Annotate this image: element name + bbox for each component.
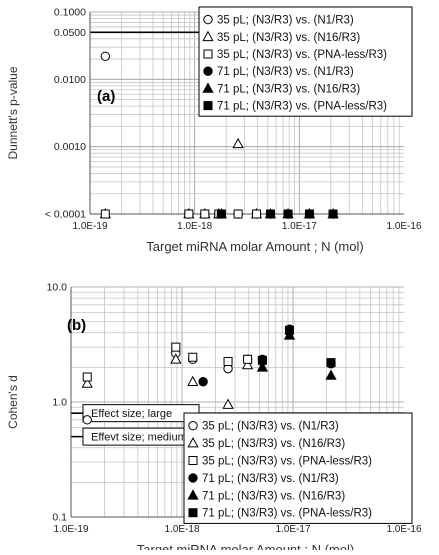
legend-label: 35 pL; (N3/R3) vs. (N1/R3) bbox=[217, 15, 354, 27]
legend: 35 pL; (N3/R3) vs. (N1/R3) 35 pL; (N3/R3)… bbox=[183, 412, 413, 524]
data-point bbox=[81, 377, 93, 388]
data-point bbox=[326, 358, 336, 368]
legend-marker bbox=[203, 66, 213, 76]
data-point bbox=[222, 398, 234, 409]
legend-marker bbox=[188, 508, 198, 518]
y-tick-label: 0.0100 bbox=[54, 74, 86, 86]
legend-marker bbox=[188, 473, 198, 483]
legend-label: 35 pL; (N3/R3) vs. (N16/R3) bbox=[217, 32, 360, 44]
reference-label: Effect size; large bbox=[91, 408, 172, 420]
legend-label: 71 pL; (N3/R3) vs. (N1/R3) bbox=[202, 473, 339, 485]
panel-label: (a) bbox=[97, 88, 115, 105]
data-point bbox=[328, 209, 338, 219]
x-axis-title: Target miRNA molar Amount ; N (mol) bbox=[146, 239, 363, 254]
y-axis-title: Cohen's d bbox=[6, 375, 20, 429]
legend-label: 71 pL; (N3/R3) vs. (N16/R3) bbox=[202, 490, 345, 502]
legend-marker bbox=[202, 82, 214, 93]
data-point bbox=[170, 353, 182, 364]
legend-marker bbox=[187, 489, 199, 500]
legend-box bbox=[183, 412, 413, 524]
data-point bbox=[216, 209, 226, 219]
data-point bbox=[184, 209, 194, 219]
y-tick-label: 10.0 bbox=[47, 282, 68, 294]
data-point bbox=[325, 369, 337, 380]
x-tick-label: 1.0E-17 bbox=[275, 524, 310, 535]
legend-label: 71 pL; (N3/R3) vs. (PNA-less/R3) bbox=[217, 101, 387, 113]
y-axis-title: Dunnett's p-value bbox=[6, 66, 20, 159]
data-point bbox=[200, 209, 210, 219]
data-point bbox=[233, 209, 243, 219]
x-tick-label: 1.0E-16 bbox=[386, 524, 421, 535]
legend-label: 71 pL; (N3/R3) vs. (PNA-less/R3) bbox=[202, 508, 372, 520]
x-tick-label: 1.0E-19 bbox=[53, 524, 88, 535]
y-tick-label: < 0.0001 bbox=[45, 209, 86, 221]
legend-label: 35 pL; (N3/R3) vs. (PNA-less/R3) bbox=[202, 456, 372, 468]
legend-marker bbox=[188, 421, 198, 431]
data-point bbox=[304, 209, 314, 219]
data-point bbox=[198, 377, 208, 387]
legend-marker bbox=[187, 437, 199, 448]
legend-marker bbox=[202, 30, 214, 42]
data-point bbox=[223, 356, 233, 366]
legend-label: 71 pL; (N3/R3) vs. (N1/R3) bbox=[217, 66, 354, 78]
series-3 bbox=[82, 342, 253, 382]
legend-marker bbox=[188, 456, 198, 465]
data-point bbox=[100, 51, 110, 61]
data-point bbox=[232, 137, 244, 149]
data-point bbox=[285, 325, 295, 335]
x-tick-label: 1.0E-17 bbox=[282, 221, 317, 232]
x-tick-label: 1.0E-19 bbox=[72, 221, 107, 232]
data-point bbox=[188, 352, 198, 362]
data-point bbox=[82, 372, 92, 382]
y-tick-label: 0.1 bbox=[52, 512, 67, 524]
x-tick-label: 1.0E-18 bbox=[164, 524, 199, 535]
data-point bbox=[243, 354, 253, 364]
series-6 bbox=[216, 209, 338, 219]
y-tick-label: 1.0 bbox=[52, 397, 67, 409]
data-point bbox=[241, 358, 254, 370]
legend-label: 35 pL; (N3/R3) vs. (N16/R3) bbox=[202, 438, 345, 450]
data-point bbox=[100, 209, 110, 219]
series-6 bbox=[257, 325, 336, 368]
y-tick-label: 0.0010 bbox=[54, 141, 86, 153]
data-point bbox=[187, 375, 199, 387]
panel-label: (b) bbox=[67, 317, 86, 334]
series-2 bbox=[81, 353, 254, 409]
y-tick-label: 0.0500 bbox=[54, 27, 86, 39]
legend: 35 pL; (N3/R3) vs. (N1/R3) 35 pL; (N3/R3)… bbox=[198, 6, 413, 117]
data-point bbox=[252, 209, 262, 219]
legend-label: 35 pL; (N3/R3) vs. (N1/R3) bbox=[202, 421, 339, 433]
data-point bbox=[82, 415, 92, 425]
data-point bbox=[171, 342, 181, 352]
legend-label: 35 pL; (N3/R3) vs. (PNA-less/R3) bbox=[217, 49, 387, 61]
data-point bbox=[265, 209, 275, 219]
legend-box bbox=[198, 6, 413, 117]
legend-marker bbox=[203, 101, 213, 111]
chart-panel-b: 1.0E-19 1.0E-18 1.0E-17 1.0E-16 10.0 1.0 0.1 Ta… bbox=[6, 282, 422, 555]
x-axis-title: Target miRNA molar Amount ; N (mol) bbox=[137, 542, 354, 550]
chart-panel-a: 1.0E-19 1.0E-18 1.0E-17 1.0E-16 0.1000 0.0500… bbox=[6, 6, 422, 254]
data-point bbox=[283, 209, 293, 219]
legend-marker bbox=[203, 49, 213, 59]
data-point bbox=[257, 355, 267, 365]
legend-label: 71 pL; (N3/R3) vs. (N16/R3) bbox=[217, 83, 360, 95]
data-point bbox=[256, 361, 269, 372]
reference-label: Effevt size; medium bbox=[91, 432, 187, 444]
x-tick-label: 1.0E-16 bbox=[386, 221, 421, 232]
x-tick-label: 1.0E-18 bbox=[177, 221, 212, 232]
y-tick-label: 0.1000 bbox=[54, 7, 86, 19]
legend-marker bbox=[203, 14, 213, 25]
